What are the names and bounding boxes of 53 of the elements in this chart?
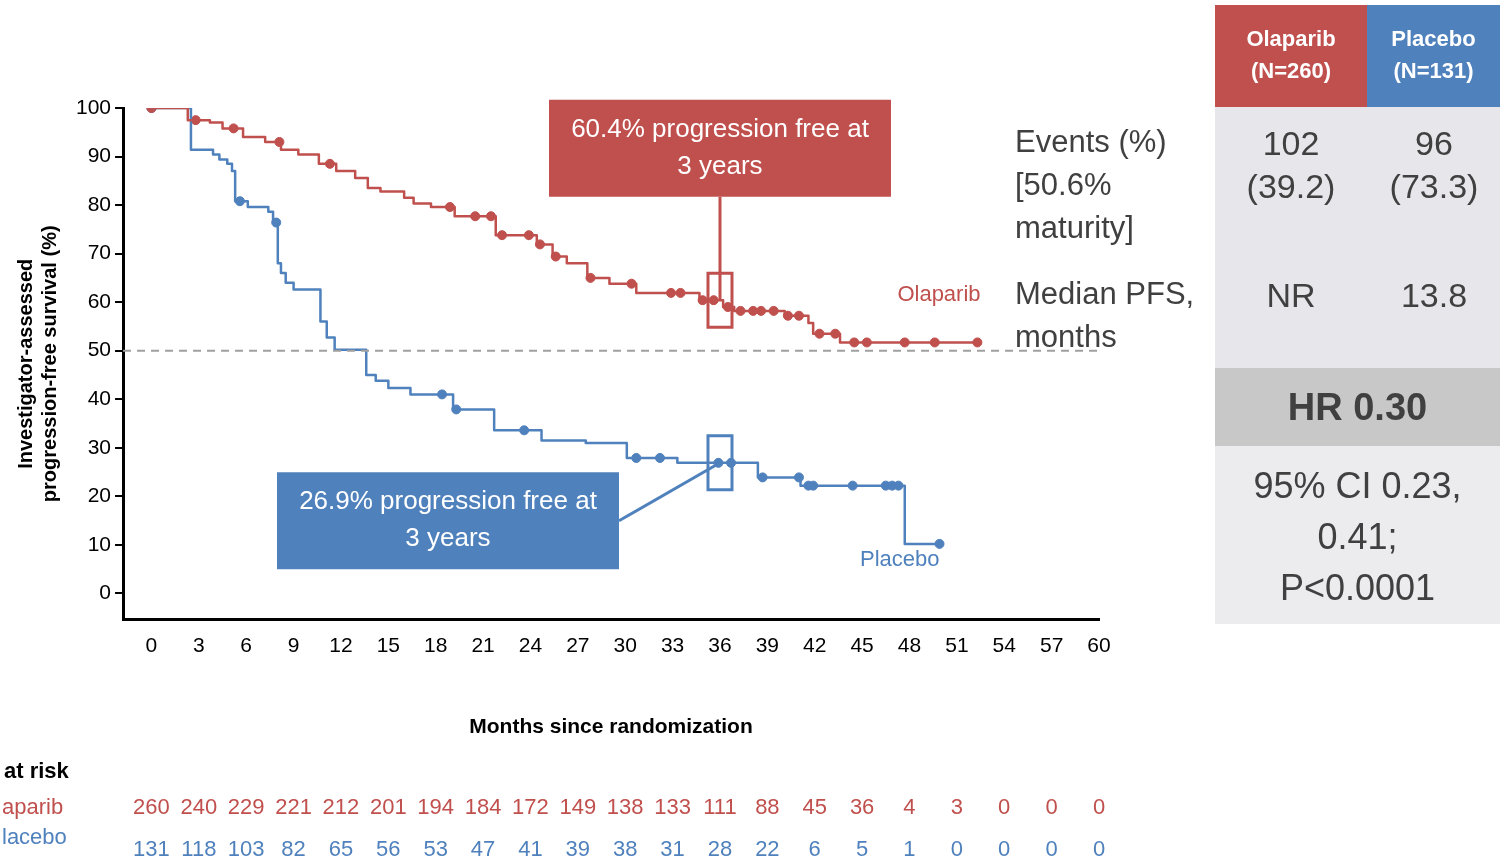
x-tick-label: 30: [613, 633, 637, 656]
text: HR 0.30: [1215, 368, 1500, 446]
y-axis-title: Investigator-assessed progression-free survival (%): [13, 225, 60, 503]
x-tick-label: 33: [660, 633, 685, 656]
x-tick-label: 39: [755, 633, 780, 656]
text: 260 240 229 221 212 201 194 184 172 149 138 133 111 88 45 36 4 3 0 0 0: [133, 794, 1106, 820]
y-tick-label: 50: [87, 337, 112, 361]
x-tick-label: 42: [803, 633, 827, 656]
x-tick-label: 51: [945, 633, 969, 656]
x-tick-label: 3: [193, 633, 205, 656]
y-tick-label: 20: [87, 483, 112, 507]
y-tick-label: 70: [87, 240, 112, 264]
text: Olaparib (N=260): [1215, 5, 1367, 107]
annotation: Median PFS, months: [1015, 275, 1196, 356]
x-tick-label: 18: [424, 633, 448, 656]
series-label: Olaparib: [897, 280, 981, 306]
x-tick-label: 45: [850, 633, 874, 656]
x-tick-label: 27: [566, 633, 590, 656]
y-tick-label: 0: [99, 580, 112, 604]
x-tick-label: 54: [992, 633, 1017, 656]
x-tick-label: 15: [376, 633, 401, 656]
x-tick-label: 12: [329, 633, 353, 656]
text: lacebo: [2, 824, 67, 850]
text: aparib: [2, 794, 64, 820]
annotation: 60.4% progression free at 3 years: [571, 112, 870, 180]
y-tick-label: 90: [87, 143, 112, 167]
y-tick-label: 80: [87, 191, 112, 215]
x-axis-title: Months since randomization: [469, 714, 753, 738]
text: Placebo (N=131): [1367, 5, 1500, 107]
x-tick-label: 24: [518, 633, 543, 656]
text: 95% CI 0.23, 0.41; P<0.0001: [1215, 446, 1500, 624]
text: 96 (73.3): [1388, 123, 1480, 207]
x-tick-label: 36: [708, 633, 732, 656]
text: 102 (39.2): [1245, 123, 1337, 207]
x-tick-label: 60: [1087, 633, 1111, 656]
y-tick-label: 60: [87, 288, 112, 312]
x-tick-label: 6: [240, 633, 253, 656]
y-tick-label: 30: [87, 434, 112, 458]
text: 13.8: [1399, 275, 1469, 316]
text: 131 118 103 82 65 56 53 47 41 39 38 31 28 22 6 5 1 0 0 0 0: [133, 836, 1106, 862]
annotation: 26.9% progression free at 3 years: [299, 485, 598, 553]
text: NR: [1265, 275, 1317, 316]
y-tick-label: 100: [75, 94, 112, 118]
x-tick-label: 57: [1039, 633, 1064, 656]
y-tick-label: 10: [87, 531, 112, 555]
x-tick-label: 9: [287, 633, 300, 656]
annotation: Events (%) [50.6% maturity]: [1015, 123, 1168, 247]
x-tick-label: 48: [897, 633, 922, 656]
text: at risk: [4, 758, 70, 784]
x-tick-label: 0: [145, 633, 158, 656]
series-label: Placebo: [859, 545, 940, 571]
x-tick-label: 21: [471, 633, 495, 656]
y-tick-label: 40: [87, 386, 112, 410]
